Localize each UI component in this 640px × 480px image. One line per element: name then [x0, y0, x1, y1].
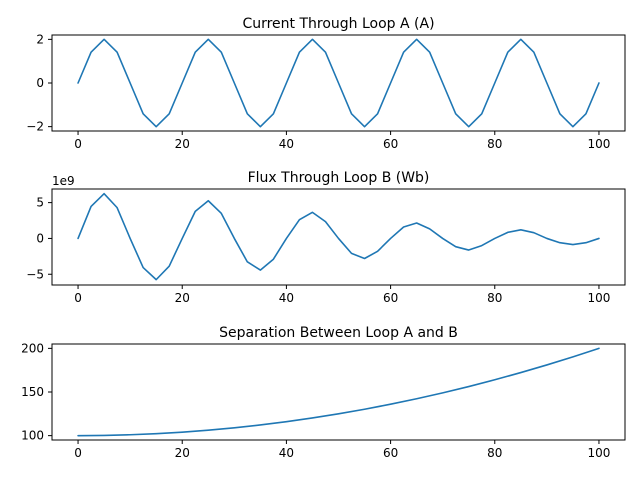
subplot-1: Current Through Loop A (A)0 20 40 60 80 100−2…: [26, 16, 626, 151]
subplot-3-x-tick-label: 60: [383, 446, 398, 460]
subplot-2-x-tick-label: 0: [74, 291, 82, 305]
subplot-3-x-tick-label: 80: [487, 446, 502, 460]
subplot-2-offset-label: 1e9: [52, 174, 75, 188]
subplot-1-x-tick-label: 20: [175, 137, 190, 151]
subplot-1-x-tick-label: 80: [487, 137, 502, 151]
subplot-1-y-tick-label: −2: [26, 120, 44, 134]
subplot-2-x-tick-label: 20: [175, 291, 190, 305]
subplot-2-series-line-1: [77, 192, 600, 281]
subplot-3-y-tick-label: 100: [21, 429, 44, 443]
subplot-2-y-tick-label: 5: [36, 196, 44, 210]
subplot-2: Flux Through Loop B (Wb) 0 20 40 60 80 100 −5 0 5…: [26, 170, 626, 305]
subplot-1-x-tick-label: 100: [588, 137, 611, 151]
subplot-2-x-tick-label: 100: [588, 291, 611, 305]
subplot-2-x-tick-label: 60: [383, 291, 398, 305]
subplot-2-y-tick-label: 0: [36, 231, 44, 245]
subplot-3-y-tick-label: 200: [21, 341, 44, 355]
subplot-1-x-tick-label: 60: [383, 137, 398, 151]
subplot-1-x-tick-label: 40: [279, 137, 294, 151]
subplot-2-frame: [51, 188, 626, 286]
subplot-2-y-tick-label: −5: [26, 267, 44, 281]
subplot-3-frame: [51, 343, 626, 441]
subplot-2-x-tick-label: 40: [279, 291, 294, 305]
subplot-3-title: Separation Between Loop A and B: [219, 325, 458, 341]
subplot-2-x-tick-label: 80: [487, 291, 502, 305]
subplot-1-series-line-1: [77, 38, 600, 128]
subplot-3-x-tick-label: 100: [588, 446, 611, 460]
subplot-3-x-tick-label: 0: [74, 446, 82, 460]
subplot-1-title: Current Through Loop A (A): [242, 16, 434, 32]
subplot-1-x-tick-label: 0: [74, 137, 82, 151]
subplot-2-title: Flux Through Loop B (Wb): [248, 170, 430, 186]
subplot-3-y-tick-label: 150: [21, 385, 44, 399]
subplot-1-y-tick-label: 0: [36, 76, 44, 90]
subplot-3: Separation Between Loop A and B 0 20 40 60 80…: [21, 325, 626, 460]
subplot-1-y-tick-label: 2: [36, 32, 44, 46]
subplot-3-series-line-1: [77, 347, 600, 437]
subplot-3-x-tick-label: 20: [175, 446, 190, 460]
subplot-3-x-tick-label: 40: [279, 446, 294, 460]
